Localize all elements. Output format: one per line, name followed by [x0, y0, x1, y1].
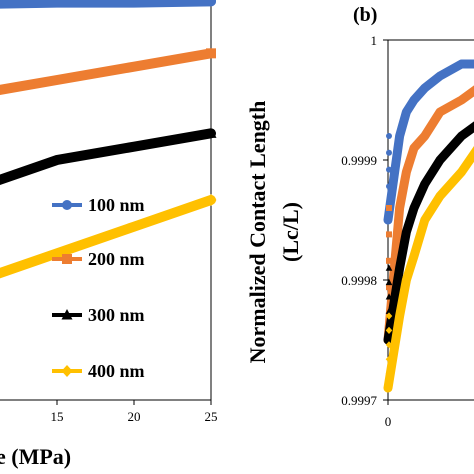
- panel-a-series-1-line: [0, 48, 216, 95]
- panel-b-series-2-marker-4: [385, 278, 393, 286]
- panel-b-series-2-line: [383, 121, 474, 345]
- panel-a: 15 20 25 100 nm 200 nm 300 nm 400 nm e (MPa): [0, 0, 218, 469]
- panel-b-series-1-marker-2: [386, 284, 392, 291]
- panel-b-series-2-marker-2: [385, 307, 393, 314]
- panel-b-series-3-line: [383, 145, 474, 393]
- panel-a-x-tick-2-label: 25: [205, 409, 218, 424]
- panel-b-series: [383, 59, 474, 393]
- panel-b-y-ticks: 1 0.9999 0.9998 0.9997: [341, 33, 388, 408]
- panel-a-series-3-end-marker: [205, 194, 217, 206]
- panel-b-series-2-marker-1: [385, 322, 393, 329]
- legend-1-label: 200 nm: [88, 249, 145, 269]
- panel-a-x-axis-label: e (MPa): [0, 444, 71, 469]
- legend-3-swatch-marker: [61, 365, 73, 377]
- panel-a-series-2-end-marker: [205, 127, 217, 138]
- panel-b-series-0-marker-1: [386, 200, 392, 207]
- panel-a-x-tick-0-label: 15: [51, 409, 64, 424]
- panel-b-series-2-marker-3: [385, 293, 393, 300]
- panel-a-x-tick-1-label: 20: [128, 409, 141, 424]
- panel-b-series-3-marker-3: [385, 341, 393, 349]
- panel-a-series-lines: [0, 0, 217, 279]
- panel-b-series-3-marker-2: [385, 355, 393, 363]
- panel-b-series-3-marker-1: [385, 370, 393, 378]
- panel-b-series-2-marker-0: [385, 336, 393, 343]
- panel-b-series-0-marker-2: [386, 183, 392, 190]
- panel-a-legend: 100 nm 200 nm 300 nm 400 nm: [52, 195, 145, 381]
- panel-b: Normalized Contact Length (Lc/L) 1 0.9999…: [245, 4, 474, 429]
- panel-b-series-1-marker-5: [386, 205, 392, 211]
- legend-2-swatch-marker: [61, 309, 73, 320]
- panel-b-x-ticks: 0: [385, 400, 392, 429]
- panel-b-series-3-marker-5: [385, 312, 393, 320]
- panel-b-y-axis-label-line2: (Lc/L): [278, 202, 303, 262]
- panel-b-y-axis-label-line1: Normalized Contact Length: [245, 101, 270, 364]
- panel-b-series-2-marker-5: [385, 264, 393, 271]
- panel-b-x-tick-0-label: 0: [385, 414, 392, 429]
- panel-b-label: (b): [353, 4, 377, 26]
- panel-b-series-3-marker-0: [385, 384, 393, 392]
- panel-b-series-1-marker-3: [386, 257, 392, 264]
- legend-3-label: 400 nm: [88, 361, 145, 381]
- panel-b-series-0-marker-3: [386, 166, 392, 173]
- panel-b-series-1-marker-4: [386, 231, 392, 238]
- legend-2-label: 300 nm: [88, 305, 145, 325]
- panel-b-y-tick-0-label: 1: [371, 33, 378, 48]
- panel-a-series-2-line: [0, 128, 216, 186]
- panel-a-x-ticks: 15 20 25: [51, 400, 218, 424]
- panel-a-series-0-end-marker: [206, 0, 216, 7]
- panel-a-series-0-line: [0, 0, 216, 9]
- panel-a-series-3-line: [0, 195, 216, 279]
- panel-b-series-0-line: [383, 59, 474, 225]
- panel-b-series-0-marker-4: [386, 149, 392, 156]
- panel-b-series-3-marker-4: [385, 326, 393, 334]
- panel-a-series-1-end-marker: [206, 48, 216, 59]
- panel-b-y-tick-1-label: 0.9999: [341, 153, 377, 168]
- panel-b-series-0-marker-5: [386, 133, 392, 139]
- panel-b-series-1-line: [383, 85, 474, 345]
- panel-b-y-tick-3-label: 0.9997: [341, 393, 377, 408]
- legend-0-label: 100 nm: [88, 195, 145, 215]
- legend-1-swatch-marker: [62, 254, 72, 264]
- legend-0-swatch-marker: [62, 200, 72, 210]
- panel-b-series-0-marker-0: [386, 217, 392, 223]
- panel-b-y-tick-2-label: 0.9998: [341, 273, 377, 288]
